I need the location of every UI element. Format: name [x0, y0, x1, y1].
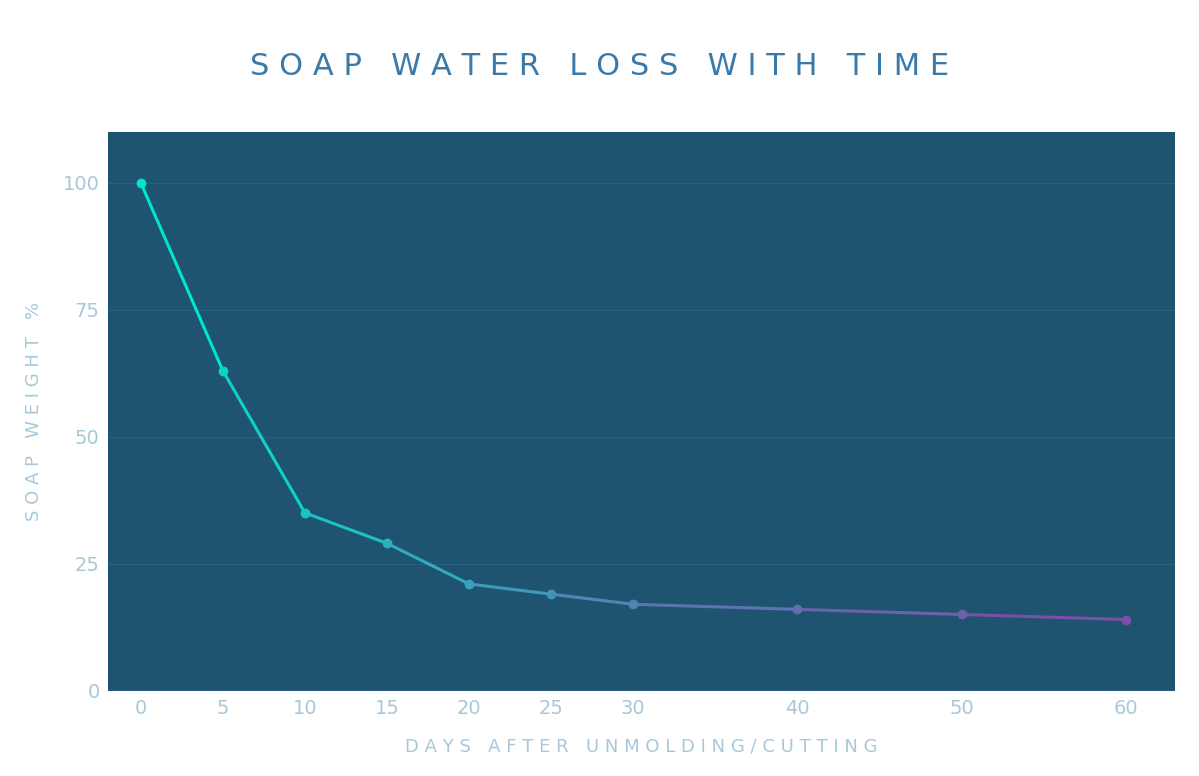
Text: S O A P   W A T E R   L O S S   W I T H   T I M E: S O A P W A T E R L O S S W I T H T I M … — [249, 52, 950, 81]
Y-axis label: S O A P   W E I G H T   %: S O A P W E I G H T % — [25, 302, 43, 521]
X-axis label: D A Y S   A F T E R   U N M O L D I N G / C U T T I N G: D A Y S A F T E R U N M O L D I N G / C … — [405, 737, 878, 755]
